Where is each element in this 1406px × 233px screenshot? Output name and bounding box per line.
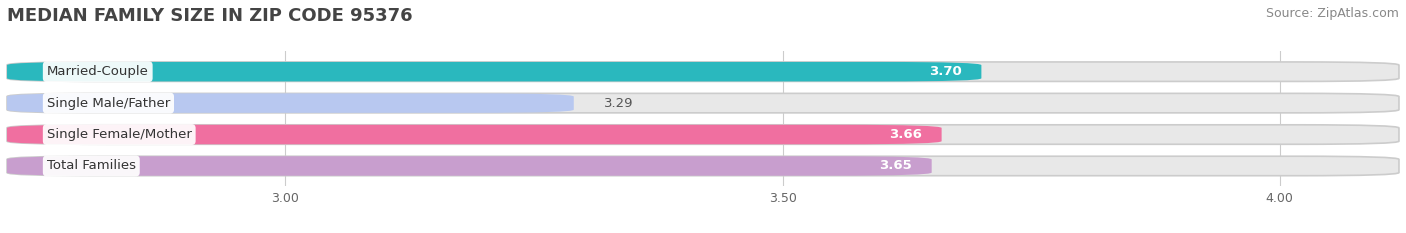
Text: Total Families: Total Families bbox=[46, 159, 136, 172]
Text: 3.29: 3.29 bbox=[603, 97, 633, 110]
Text: 3.66: 3.66 bbox=[889, 128, 922, 141]
Text: Single Male/Father: Single Male/Father bbox=[46, 97, 170, 110]
FancyBboxPatch shape bbox=[7, 93, 574, 113]
FancyBboxPatch shape bbox=[7, 62, 1399, 81]
FancyBboxPatch shape bbox=[7, 156, 1399, 176]
FancyBboxPatch shape bbox=[7, 156, 932, 176]
FancyBboxPatch shape bbox=[7, 62, 981, 81]
Text: 3.65: 3.65 bbox=[879, 159, 912, 172]
Text: 3.70: 3.70 bbox=[929, 65, 962, 78]
FancyBboxPatch shape bbox=[7, 125, 942, 144]
Text: Married-Couple: Married-Couple bbox=[46, 65, 149, 78]
Text: Single Female/Mother: Single Female/Mother bbox=[46, 128, 191, 141]
Text: Source: ZipAtlas.com: Source: ZipAtlas.com bbox=[1265, 7, 1399, 20]
FancyBboxPatch shape bbox=[7, 125, 1399, 144]
FancyBboxPatch shape bbox=[7, 93, 1399, 113]
Text: MEDIAN FAMILY SIZE IN ZIP CODE 95376: MEDIAN FAMILY SIZE IN ZIP CODE 95376 bbox=[7, 7, 412, 25]
